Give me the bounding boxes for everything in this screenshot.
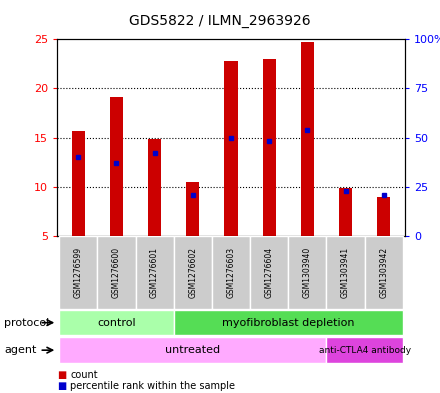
Text: GSM1276603: GSM1276603: [227, 246, 235, 298]
Bar: [186, 182, 199, 236]
FancyBboxPatch shape: [97, 236, 136, 309]
FancyBboxPatch shape: [136, 236, 174, 309]
Text: protocol: protocol: [4, 318, 50, 328]
Bar: [72, 130, 85, 236]
Bar: [301, 42, 314, 236]
Text: ■: ■: [57, 381, 66, 391]
Bar: [339, 187, 352, 236]
FancyBboxPatch shape: [326, 337, 403, 363]
Text: GSM1276604: GSM1276604: [265, 246, 274, 298]
FancyBboxPatch shape: [59, 337, 326, 363]
Text: myofibroblast depletion: myofibroblast depletion: [222, 318, 355, 328]
Text: agent: agent: [4, 345, 37, 355]
FancyBboxPatch shape: [174, 310, 403, 336]
Text: ■: ■: [57, 370, 66, 380]
Bar: [224, 61, 238, 236]
FancyBboxPatch shape: [365, 236, 403, 309]
Text: untreated: untreated: [165, 345, 220, 355]
Bar: [377, 196, 390, 236]
FancyBboxPatch shape: [250, 236, 288, 309]
Text: percentile rank within the sample: percentile rank within the sample: [70, 381, 235, 391]
Bar: [263, 59, 276, 236]
Text: GSM1276601: GSM1276601: [150, 247, 159, 298]
Text: GSM1303941: GSM1303941: [341, 246, 350, 298]
Text: GDS5822 / ILMN_2963926: GDS5822 / ILMN_2963926: [129, 14, 311, 28]
Bar: [110, 97, 123, 236]
FancyBboxPatch shape: [326, 236, 365, 309]
Text: GSM1276600: GSM1276600: [112, 246, 121, 298]
Text: GSM1303942: GSM1303942: [379, 246, 388, 298]
Text: GSM1276599: GSM1276599: [74, 246, 83, 298]
Text: control: control: [97, 318, 136, 328]
Text: GSM1276602: GSM1276602: [188, 247, 197, 298]
Bar: [148, 138, 161, 236]
FancyBboxPatch shape: [212, 236, 250, 309]
Text: count: count: [70, 370, 98, 380]
Text: GSM1303940: GSM1303940: [303, 246, 312, 298]
FancyBboxPatch shape: [288, 236, 326, 309]
FancyBboxPatch shape: [59, 310, 174, 336]
FancyBboxPatch shape: [174, 236, 212, 309]
Text: anti-CTLA4 antibody: anti-CTLA4 antibody: [319, 346, 411, 354]
FancyBboxPatch shape: [59, 236, 97, 309]
